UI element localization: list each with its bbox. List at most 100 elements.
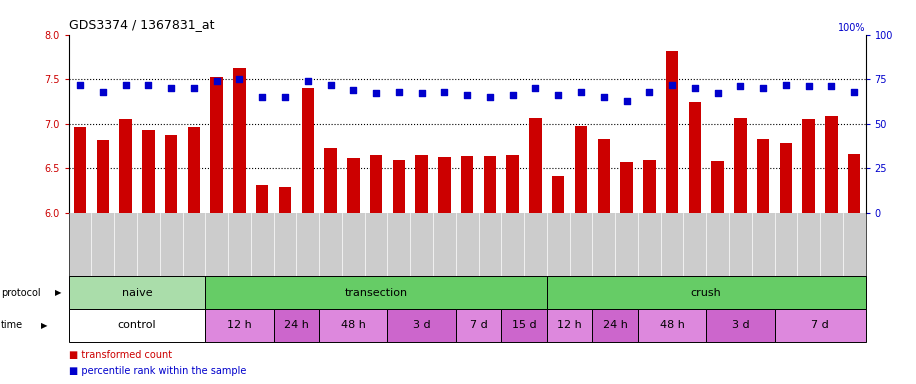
Bar xyxy=(324,148,337,213)
Bar xyxy=(848,154,860,213)
Bar xyxy=(712,161,724,213)
Bar xyxy=(552,175,564,213)
Point xyxy=(619,98,634,104)
Point xyxy=(733,83,747,89)
Point xyxy=(460,92,474,98)
Point xyxy=(596,94,611,100)
Bar xyxy=(319,309,387,342)
Text: ▶: ▶ xyxy=(55,288,61,297)
Bar xyxy=(370,155,382,213)
Bar xyxy=(119,119,132,213)
Point xyxy=(483,94,497,100)
Text: 3 d: 3 d xyxy=(732,320,749,331)
Point xyxy=(210,78,224,84)
Point xyxy=(118,81,133,88)
Point xyxy=(642,89,657,95)
Bar xyxy=(456,309,501,342)
Point xyxy=(255,94,269,100)
Point xyxy=(688,85,703,91)
Text: naive: naive xyxy=(122,288,152,298)
Bar xyxy=(234,68,245,213)
Bar xyxy=(666,51,679,213)
Bar xyxy=(211,76,223,213)
Point xyxy=(346,87,361,93)
Bar xyxy=(547,276,866,309)
Bar xyxy=(165,136,178,213)
Point xyxy=(506,92,520,98)
Text: crush: crush xyxy=(691,288,722,298)
Bar xyxy=(438,157,451,213)
Bar xyxy=(547,309,593,342)
Text: 7 d: 7 d xyxy=(812,320,829,331)
Point xyxy=(232,76,246,82)
Text: 12 h: 12 h xyxy=(227,320,252,331)
Point xyxy=(164,85,179,91)
Point xyxy=(802,83,816,89)
Point xyxy=(847,89,862,95)
Point xyxy=(710,90,725,96)
Point xyxy=(323,81,338,88)
Text: 7 d: 7 d xyxy=(470,320,487,331)
Bar xyxy=(529,119,541,213)
Text: ■ percentile rank within the sample: ■ percentile rank within the sample xyxy=(69,366,246,376)
Point xyxy=(414,90,429,96)
Bar xyxy=(387,309,456,342)
Point xyxy=(665,81,680,88)
Point xyxy=(187,85,202,91)
Bar xyxy=(347,158,360,213)
Bar xyxy=(278,187,291,213)
Bar xyxy=(638,309,706,342)
Text: GDS3374 / 1367831_at: GDS3374 / 1367831_at xyxy=(69,18,214,31)
Text: ▶: ▶ xyxy=(41,321,48,330)
Bar xyxy=(643,161,656,213)
Bar xyxy=(757,139,769,213)
Text: 48 h: 48 h xyxy=(341,320,365,331)
Bar xyxy=(593,309,638,342)
Point xyxy=(529,85,543,91)
Bar xyxy=(256,185,268,213)
Bar xyxy=(74,126,86,213)
Bar xyxy=(69,276,205,309)
Point xyxy=(369,90,384,96)
Bar xyxy=(802,119,815,213)
Text: 24 h: 24 h xyxy=(603,320,627,331)
Bar xyxy=(393,161,405,213)
Text: 15 d: 15 d xyxy=(512,320,537,331)
Bar xyxy=(706,309,775,342)
Text: 12 h: 12 h xyxy=(557,320,582,331)
Point xyxy=(278,94,292,100)
Bar xyxy=(825,116,838,213)
Text: ■ transformed count: ■ transformed count xyxy=(69,350,172,360)
Point xyxy=(391,89,406,95)
Bar xyxy=(188,126,201,213)
Point xyxy=(779,81,793,88)
Bar xyxy=(96,140,109,213)
Bar xyxy=(274,309,319,342)
Bar xyxy=(507,155,519,213)
Point xyxy=(72,81,87,88)
Text: 48 h: 48 h xyxy=(660,320,684,331)
Text: transection: transection xyxy=(344,288,408,298)
Bar xyxy=(142,130,155,213)
Text: 24 h: 24 h xyxy=(284,320,309,331)
Point xyxy=(141,81,156,88)
Bar xyxy=(415,155,428,213)
Bar xyxy=(574,126,587,213)
Point xyxy=(824,83,839,89)
Bar xyxy=(597,139,610,213)
Point xyxy=(756,85,770,91)
Text: control: control xyxy=(117,320,157,331)
Bar xyxy=(69,309,205,342)
Bar xyxy=(780,142,792,213)
Bar xyxy=(775,309,866,342)
Text: 3 d: 3 d xyxy=(413,320,431,331)
Point xyxy=(437,89,452,95)
Text: protocol: protocol xyxy=(1,288,40,298)
Point xyxy=(551,92,565,98)
Bar xyxy=(301,88,314,213)
Bar xyxy=(689,101,701,213)
Bar xyxy=(501,309,547,342)
Point xyxy=(300,78,315,84)
Bar xyxy=(620,162,633,213)
Bar xyxy=(205,309,274,342)
